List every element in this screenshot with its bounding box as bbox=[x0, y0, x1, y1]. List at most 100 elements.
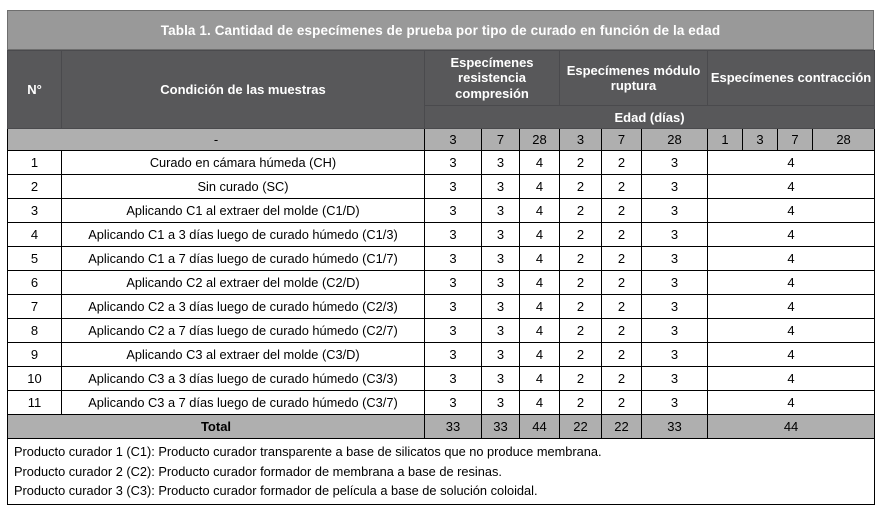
value-cell: 4 bbox=[519, 318, 560, 343]
total-row: Total 33 33 44 22 22 33 44 bbox=[7, 414, 876, 439]
shrinkage-cell: 4 bbox=[707, 342, 876, 367]
table-row: 3 Aplicando C1 al extraer del molde (C1/… bbox=[7, 198, 876, 223]
row-number: 8 bbox=[7, 318, 62, 343]
value-cell: 2 bbox=[601, 150, 642, 175]
group-header-shrinkage: Especímenes contracción bbox=[707, 50, 876, 106]
value-cell: 4 bbox=[519, 174, 560, 199]
table-figure: Tabla 1. Cantidad de especímenes de prue… bbox=[6, 10, 876, 505]
value-cell: 4 bbox=[519, 366, 560, 391]
age-cell: 28 bbox=[519, 128, 560, 151]
row-number: 4 bbox=[7, 222, 62, 247]
age-cell: 28 bbox=[812, 128, 876, 151]
value-cell: 3 bbox=[424, 174, 482, 199]
value-cell: 3 bbox=[424, 366, 482, 391]
row-condition: Aplicando C2 a 7 días luego de curado hú… bbox=[61, 318, 425, 343]
shrinkage-cell: 4 bbox=[707, 390, 876, 415]
value-cell: 4 bbox=[519, 270, 560, 295]
value-cell: 3 bbox=[640, 246, 709, 271]
value-cell: 4 bbox=[519, 390, 560, 415]
row-condition: Aplicando C1 a 3 días luego de curado hú… bbox=[61, 222, 425, 247]
dash-cell: - bbox=[7, 128, 425, 151]
value-cell: 2 bbox=[559, 198, 602, 223]
shrinkage-cell: 4 bbox=[707, 246, 876, 271]
value-cell: 2 bbox=[559, 150, 602, 175]
value-cell: 2 bbox=[601, 198, 642, 223]
value-cell: 2 bbox=[559, 270, 602, 295]
row-condition: Aplicando C3 al extraer del molde (C3/D) bbox=[61, 342, 425, 367]
shrinkage-cell: 4 bbox=[707, 174, 876, 199]
row-condition: Aplicando C2 a 3 días luego de curado hú… bbox=[61, 294, 425, 319]
value-cell: 3 bbox=[640, 294, 709, 319]
total-cell: 33 bbox=[424, 414, 482, 439]
group-header-compression: Especímenes resistencia compresión bbox=[424, 50, 560, 106]
row-condition: Aplicando C3 a 3 días luego de curado hú… bbox=[61, 366, 425, 391]
value-cell: 4 bbox=[519, 294, 560, 319]
table-title: Tabla 1. Cantidad de especímenes de prue… bbox=[7, 10, 874, 50]
total-label: Total bbox=[7, 414, 425, 439]
header-num: N° bbox=[7, 50, 62, 129]
value-cell: 4 bbox=[519, 222, 560, 247]
row-condition: Sin curado (SC) bbox=[61, 174, 425, 199]
row-condition: Aplicando C3 a 7 días luego de curado hú… bbox=[61, 390, 425, 415]
row-number: 9 bbox=[7, 342, 62, 367]
table-row: 10 Aplicando C3 a 3 días luego de curado… bbox=[7, 366, 876, 391]
shrinkage-cell: 4 bbox=[707, 366, 876, 391]
shrinkage-cell: 4 bbox=[707, 222, 876, 247]
value-cell: 2 bbox=[601, 366, 642, 391]
value-cell: 3 bbox=[481, 270, 520, 295]
value-cell: 3 bbox=[424, 222, 482, 247]
value-cell: 3 bbox=[640, 318, 709, 343]
row-number: 5 bbox=[7, 246, 62, 271]
age-cell: 1 bbox=[707, 128, 744, 151]
specimens-table: N° Condición de las muestras Especímenes… bbox=[6, 50, 876, 505]
shrinkage-cell: 4 bbox=[707, 294, 876, 319]
value-cell: 2 bbox=[601, 318, 642, 343]
row-condition: Aplicando C1 al extraer del molde (C1/D) bbox=[61, 198, 425, 223]
age-cell: 28 bbox=[640, 128, 709, 151]
total-cell: 22 bbox=[601, 414, 642, 439]
shrinkage-cell: 4 bbox=[707, 270, 876, 295]
footnote: Producto curador 2 (C2): Producto curado… bbox=[14, 463, 502, 479]
row-condition: Aplicando C2 al extraer del molde (C2/D) bbox=[61, 270, 425, 295]
value-cell: 2 bbox=[601, 294, 642, 319]
subheader-row: - 3 7 28 3 7 28 1 3 7 28 bbox=[7, 128, 876, 151]
value-cell: 2 bbox=[601, 174, 642, 199]
footnote: Producto curador 1 (C1): Producto curado… bbox=[14, 444, 602, 459]
row-condition: Curado en cámara húmeda (CH) bbox=[61, 150, 425, 175]
table-row: 6 Aplicando C2 al extraer del molde (C2/… bbox=[7, 270, 876, 295]
value-cell: 3 bbox=[640, 174, 709, 199]
table-row: 8 Aplicando C2 a 7 días luego de curado … bbox=[7, 318, 876, 343]
header-row-groups: N° Condición de las muestras Especímenes… bbox=[7, 50, 876, 129]
table-row: 4 Aplicando C1 a 3 días luego de curado … bbox=[7, 222, 876, 247]
row-number: 11 bbox=[7, 390, 62, 415]
value-cell: 3 bbox=[640, 150, 709, 175]
value-cell: 3 bbox=[640, 390, 709, 415]
value-cell: 3 bbox=[424, 318, 482, 343]
value-cell: 3 bbox=[481, 246, 520, 271]
row-condition: Aplicando C1 a 7 días luego de curado hú… bbox=[61, 246, 425, 271]
total-cell: 22 bbox=[559, 414, 602, 439]
header-condition: Condición de las muestras bbox=[61, 50, 425, 129]
value-cell: 3 bbox=[640, 342, 709, 367]
table-row: 2 Sin curado (SC) 3 3 4 2 2 3 4 bbox=[7, 174, 876, 199]
value-cell: 2 bbox=[601, 246, 642, 271]
value-cell: 3 bbox=[424, 246, 482, 271]
value-cell: 3 bbox=[481, 222, 520, 247]
value-cell: 3 bbox=[424, 198, 482, 223]
total-cell: 33 bbox=[640, 414, 709, 439]
value-cell: 4 bbox=[519, 342, 560, 367]
table-row: 7 Aplicando C2 a 3 días luego de curado … bbox=[7, 294, 876, 319]
value-cell: 3 bbox=[424, 270, 482, 295]
row-number: 3 bbox=[7, 198, 62, 223]
age-header: Edad (días) bbox=[423, 105, 876, 129]
value-cell: 3 bbox=[424, 342, 482, 367]
value-cell: 2 bbox=[559, 318, 602, 343]
value-cell: 4 bbox=[519, 150, 560, 175]
value-cell: 4 bbox=[519, 198, 560, 223]
value-cell: 4 bbox=[519, 246, 560, 271]
total-shrinkage-cell: 44 bbox=[707, 414, 876, 439]
footnotes-row: Producto curador 1 (C1): Producto curado… bbox=[6, 438, 876, 505]
value-cell: 2 bbox=[559, 390, 602, 415]
value-cell: 3 bbox=[424, 294, 482, 319]
value-cell: 2 bbox=[559, 342, 602, 367]
